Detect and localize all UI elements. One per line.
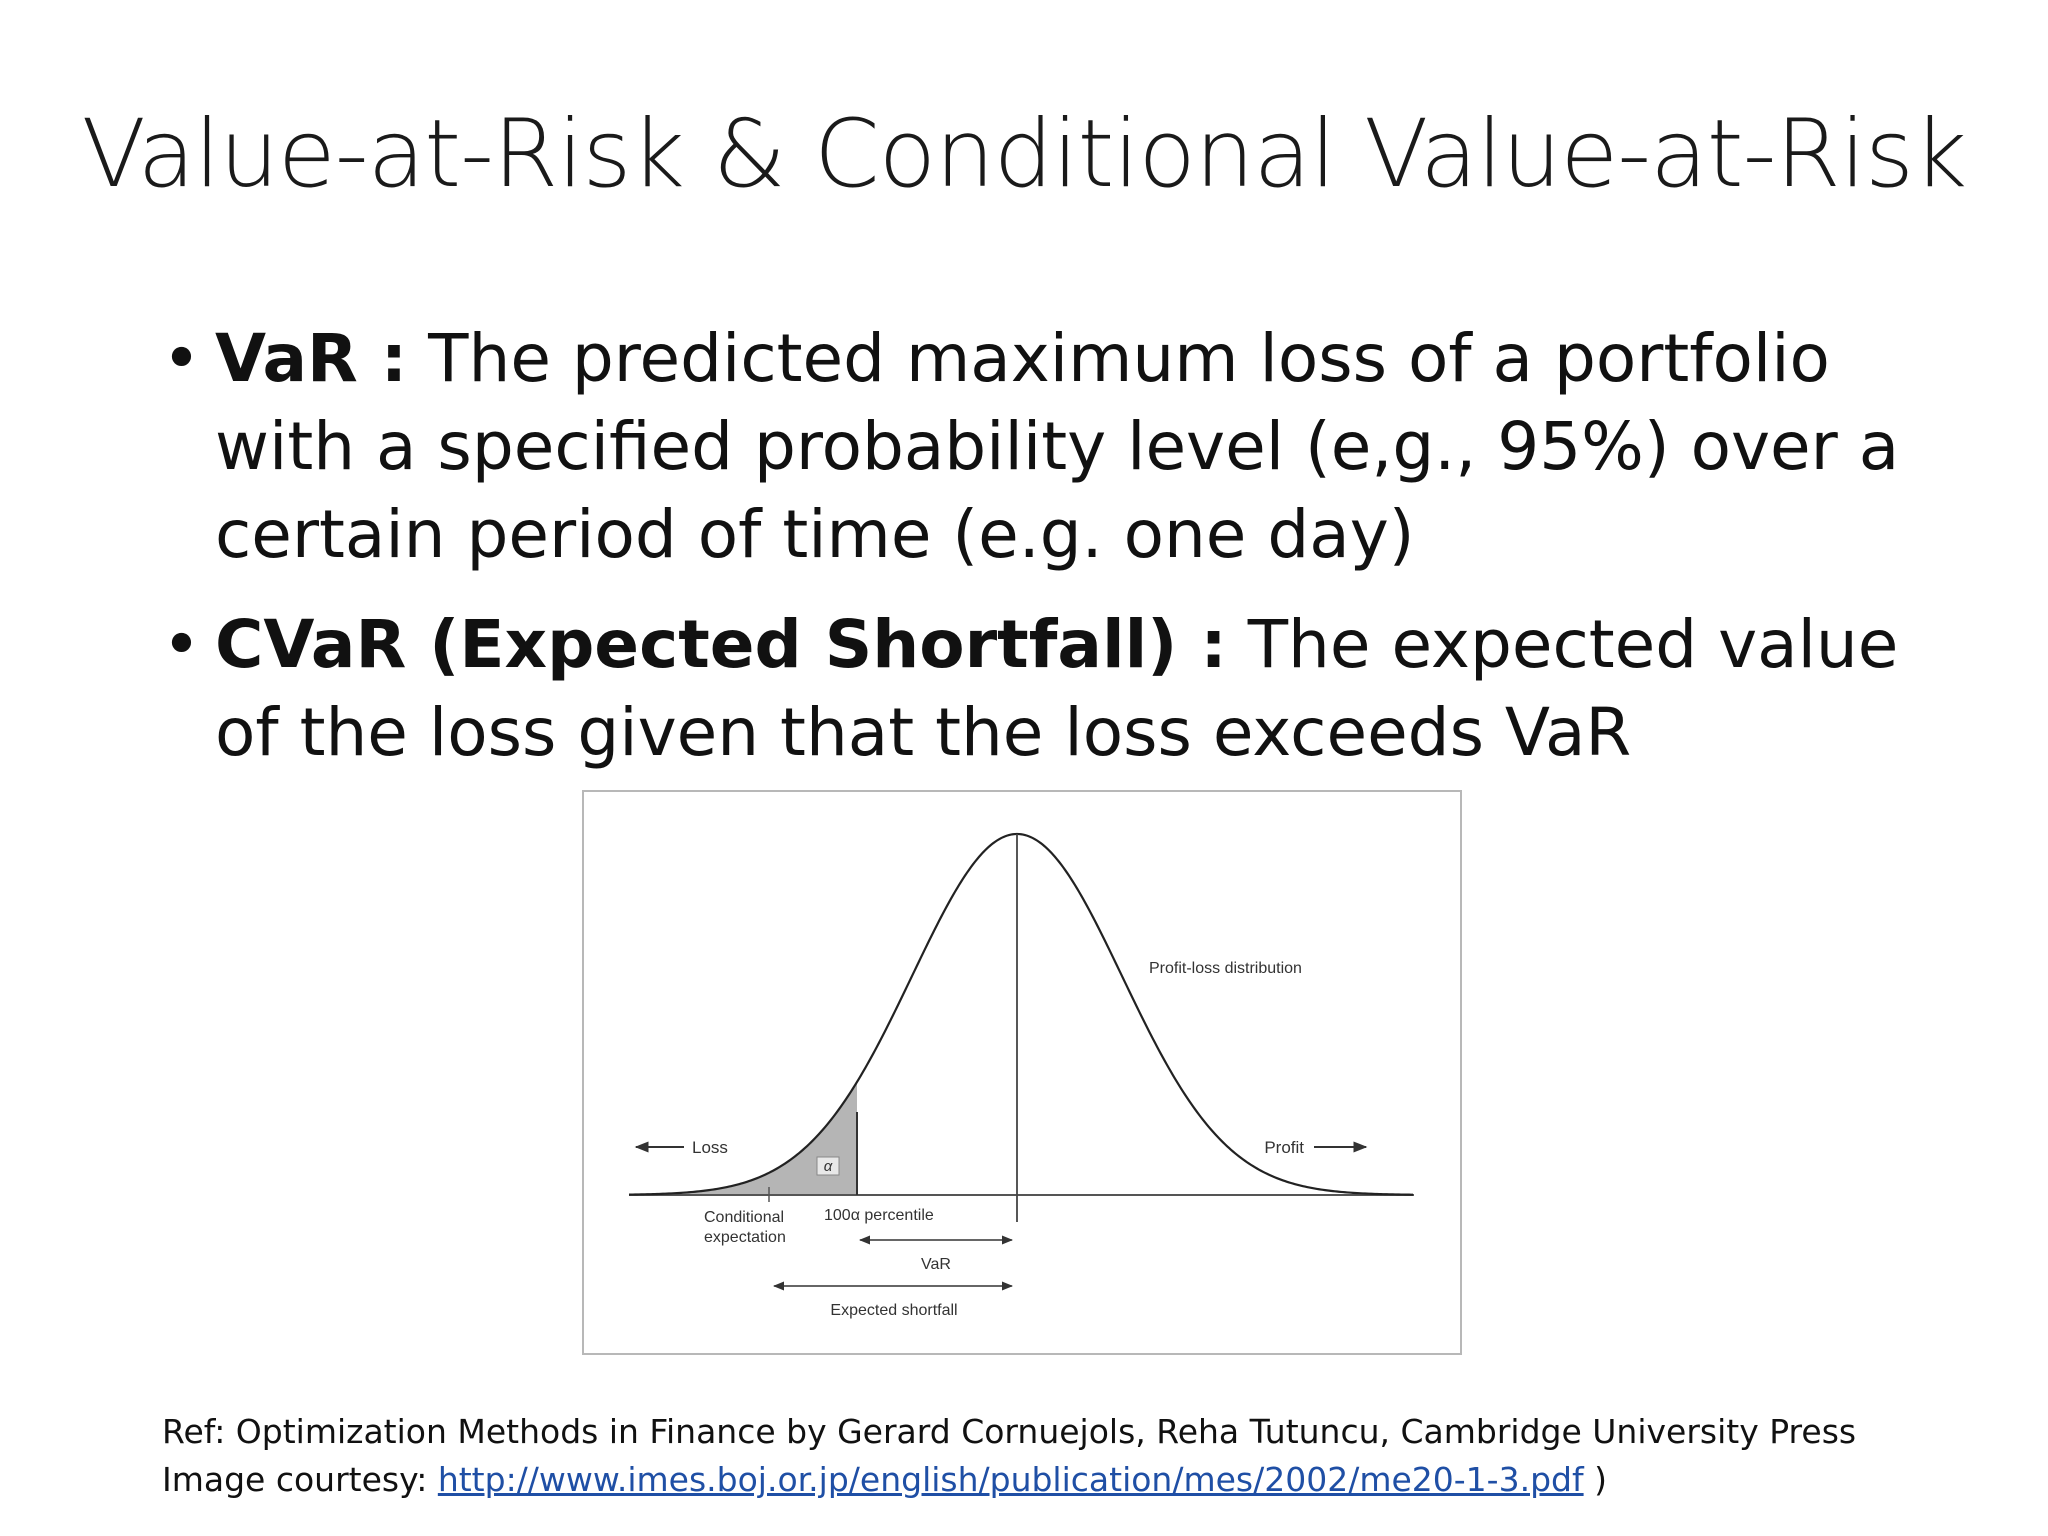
bullet-var-text: The predicted maximum loss of a portfoli… [215, 320, 1900, 573]
bullet-cvar-term: CVaR (Expected Shortfall) : [215, 606, 1227, 683]
conditional-label-line2: expectation [704, 1229, 786, 1246]
bullet-dot: • [162, 320, 201, 397]
profit-label: Profit [1264, 1138, 1304, 1157]
references: Ref: Optimization Methods in Finance by … [162, 1408, 1856, 1504]
image-courtesy-suffix: ) [1583, 1460, 1607, 1499]
var-label: VaR [921, 1256, 951, 1273]
bullet-var-term: VaR : [215, 320, 408, 397]
percentile-label: 100α percentile [824, 1207, 934, 1224]
alpha-label: α [824, 1158, 833, 1175]
bullet-list: • VaR : The predicted maximum loss of a … [160, 315, 1960, 799]
reference-line: Ref: Optimization Methods in Finance by … [162, 1412, 1857, 1451]
bullet-dot: • [162, 606, 201, 683]
source-link[interactable]: http://www.imes.boj.or.jp/english/public… [437, 1460, 1584, 1499]
profit-loss-curve [628, 832, 1414, 1196]
slide-title: Value-at-Risk & Conditional Value-at-Ris… [81, 100, 1968, 209]
image-courtesy-prefix: Image courtesy: [162, 1460, 438, 1499]
bullet-var: • VaR : The predicted maximum loss of a … [160, 315, 1960, 579]
conditional-label-line1: Conditional [704, 1209, 784, 1226]
expected-shortfall-label: Expected shortfall [830, 1302, 957, 1319]
bullet-cvar: • CVaR (Expected Shortfall) : The expect… [160, 601, 1960, 777]
bullet-cvar-text: The expected value of the loss given tha… [215, 606, 1899, 771]
distribution-diagram: α Loss Profit Profit-loss distribution C… [628, 832, 1414, 1319]
alpha-label-box [816, 1156, 840, 1176]
loss-label: Loss [692, 1138, 728, 1157]
distribution-figure: α Loss Profit Profit-loss distribution C… [582, 790, 1462, 1355]
curve-label: Profit-loss distribution [1149, 960, 1302, 977]
image-courtesy-line: Image courtesy: http://www.imes.boj.or.j… [162, 1456, 1856, 1504]
alpha-tail-area [629, 1081, 857, 1195]
